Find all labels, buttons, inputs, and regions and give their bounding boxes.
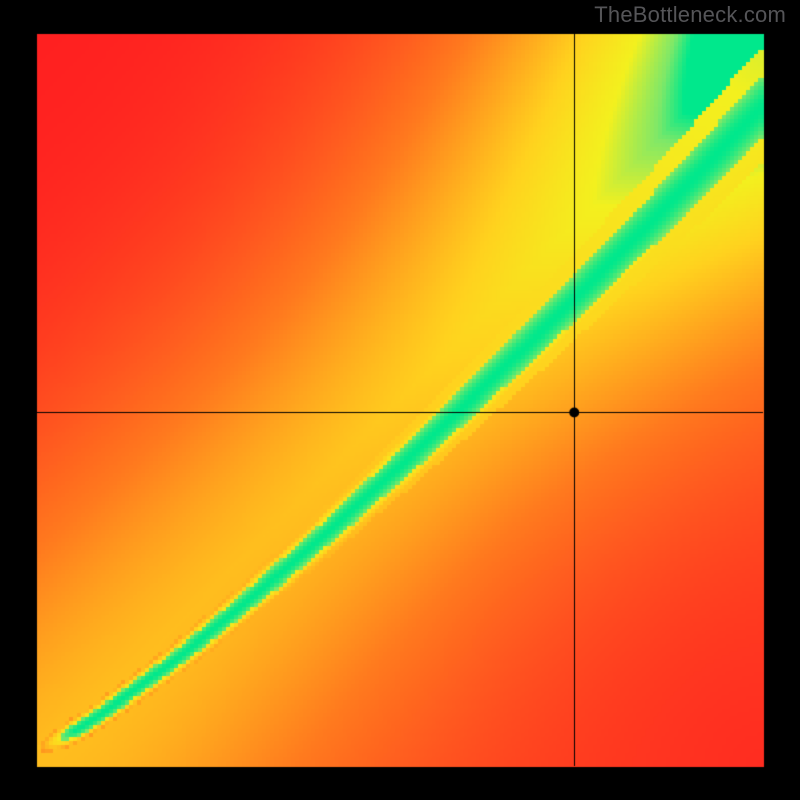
chart-container: TheBottleneck.com <box>0 0 800 800</box>
watermark-text: TheBottleneck.com <box>594 2 786 28</box>
heatmap-canvas <box>0 0 800 800</box>
